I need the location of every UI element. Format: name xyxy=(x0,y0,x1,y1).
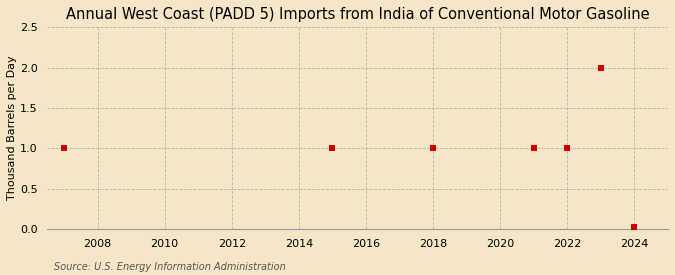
Point xyxy=(595,65,606,70)
Point xyxy=(529,146,539,150)
Y-axis label: Thousand Barrels per Day: Thousand Barrels per Day xyxy=(7,56,17,200)
Point xyxy=(59,146,70,150)
Text: Source: U.S. Energy Information Administration: Source: U.S. Energy Information Administ… xyxy=(54,262,286,272)
Point xyxy=(327,146,338,150)
Title: Annual West Coast (PADD 5) Imports from India of Conventional Motor Gasoline: Annual West Coast (PADD 5) Imports from … xyxy=(65,7,649,22)
Point xyxy=(562,146,573,150)
Point xyxy=(629,225,640,230)
Point xyxy=(428,146,439,150)
